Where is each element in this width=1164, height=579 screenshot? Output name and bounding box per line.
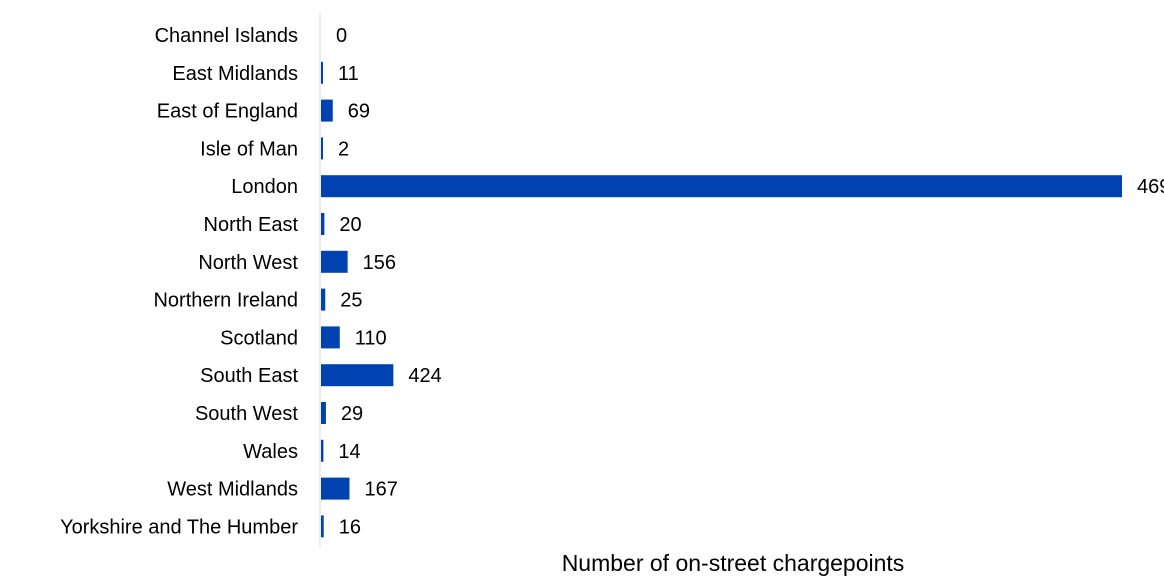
bar-south-west [321, 402, 326, 424]
bar-east-midlands [321, 61, 323, 84]
data-label: 25 [340, 290, 362, 312]
category-label: South West [195, 403, 298, 425]
category-label: West Midlands [167, 479, 298, 501]
data-label: 156 [363, 252, 396, 274]
data-label: 110 [355, 327, 387, 349]
data-label: 167 [364, 479, 397, 501]
bar-east-of-england [321, 99, 333, 122]
category-label: Wales [243, 441, 298, 463]
category-label: North East [204, 214, 299, 236]
bars-layer [321, 61, 1122, 538]
category-label: East of England [157, 101, 298, 123]
data-label: 2 [338, 138, 349, 160]
category-label: East Midlands [172, 63, 298, 85]
category-label: Isle of Man [200, 138, 298, 160]
data-label: 14 [338, 441, 360, 463]
bar-north-west [321, 250, 348, 273]
category-label: Northern Ireland [153, 290, 298, 312]
bar-south-east [321, 364, 394, 387]
data-label: 29 [341, 403, 363, 425]
category-label: Yorkshire and The Humber [60, 516, 298, 538]
data-label: 0 [336, 25, 347, 47]
data-label: 20 [339, 214, 361, 236]
data-label: 424 [408, 365, 441, 387]
category-label: London [231, 176, 298, 198]
data-label: 4694 [1137, 176, 1164, 198]
category-label: South East [200, 365, 298, 387]
data-label: 11 [338, 63, 359, 85]
bar-isle-of-man [321, 137, 323, 160]
category-label: Channel Islands [155, 25, 298, 47]
bar-wales [321, 439, 324, 462]
data-label: 16 [339, 516, 361, 538]
bar-yorkshire-and-the-humber [321, 515, 324, 538]
data-label: 69 [348, 101, 370, 123]
bar-north-east [321, 213, 325, 235]
category-label: North West [198, 252, 298, 274]
x-axis-title: Number of on-street chargepoints [562, 550, 905, 576]
bar-west-midlands [321, 477, 350, 500]
labels-layer: Channel Islands 0 East Midlands 11 East of E… [60, 25, 1164, 538]
bar-scotland [321, 326, 340, 349]
bar-northern-ireland [321, 288, 326, 311]
category-label: Scotland [220, 327, 298, 349]
bar-london [321, 175, 1122, 198]
